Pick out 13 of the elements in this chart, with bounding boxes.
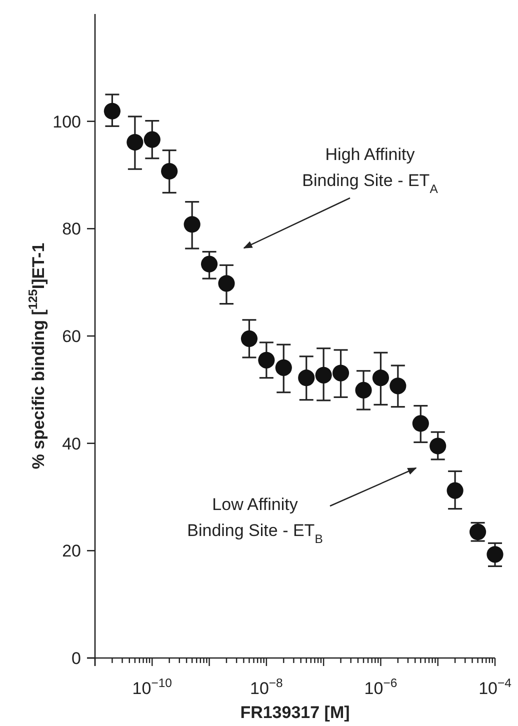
x-axis-title: FR139317 [M]: [240, 703, 350, 722]
y-tick-label: 80: [62, 220, 81, 239]
x-tick-label: 10$^{−4}$: [478, 676, 512, 698]
annotation: Low Affinity Binding Site - ET$_{B}$: [187, 495, 323, 546]
y-tick-label: 0: [72, 648, 81, 668]
y-tick-label: 20: [62, 542, 81, 561]
x-tick-label: 10$^{−8}$: [250, 676, 284, 698]
y-tick-label: 40: [62, 434, 81, 454]
x-tick-label: 10$^{−10}$: [132, 676, 172, 698]
x-tick-label: 10$^{−6}$: [364, 676, 398, 698]
annotation: High Affinity Binding Site - ET$_{A}$: [302, 145, 439, 196]
y-tick-label: 60: [62, 326, 81, 346]
y-tick-label: 100: [52, 112, 81, 132]
